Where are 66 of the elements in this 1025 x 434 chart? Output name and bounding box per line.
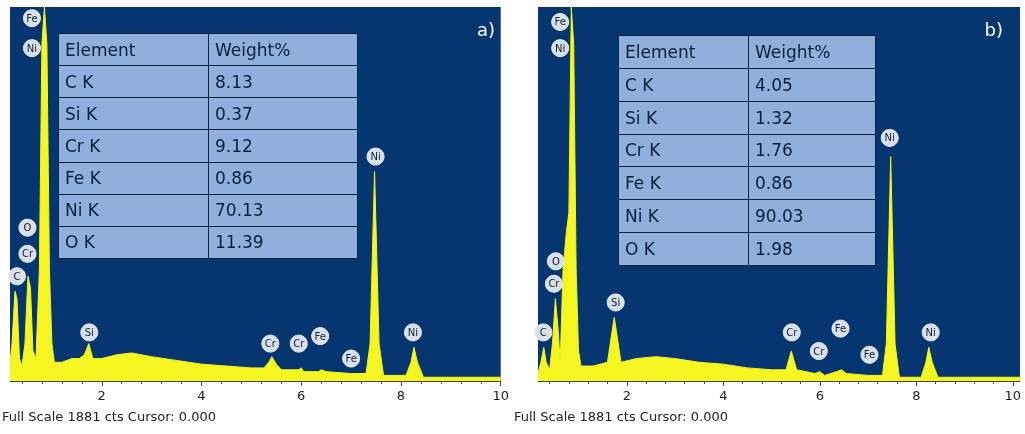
x-tick-label: 6 (297, 388, 306, 403)
annotation: Ni (26, 42, 38, 54)
annotation: Ni (407, 326, 419, 338)
annotation: Fe (345, 353, 357, 365)
annotation: Ni (884, 132, 895, 144)
annotation: Ni (925, 326, 936, 338)
annotation: Si K (618, 101, 749, 135)
annotation: Fe (554, 16, 566, 28)
annotation: Si (84, 326, 94, 338)
annotation: 8.13 (208, 65, 358, 98)
annotation: 0.86 (208, 162, 358, 195)
annotation: 1.32 (748, 101, 876, 135)
annotation: Cr (548, 278, 561, 290)
annotation: Element (58, 33, 209, 66)
annotation: Fe (314, 330, 326, 342)
text: a) (476, 18, 496, 40)
annotation: 11.39 (208, 226, 358, 259)
annotation: Ni K (618, 199, 749, 233)
annotation: C (539, 326, 547, 338)
x-tick-label: 8 (912, 388, 921, 403)
annotation: C (13, 270, 21, 282)
annotation: Cr (293, 338, 306, 350)
annotation: Cr (21, 248, 34, 260)
annotation: Weight% (748, 35, 876, 69)
x-tick-label: 10 (1004, 388, 1022, 403)
x-tick-label: 6 (815, 388, 824, 403)
annotation: Cr K (618, 134, 749, 167)
annotation: O (551, 255, 560, 267)
annotation: Si (611, 296, 621, 308)
text: Full Scale 1881 cts Cursor: 0.000 (514, 409, 729, 424)
annotation: Ni K (58, 194, 209, 227)
text: Full Scale 1881 cts Cursor: 0.000 (2, 409, 217, 424)
x-tick-label: 4 (197, 388, 206, 403)
x-tick-label: 10 (492, 388, 509, 403)
annotation: Cr K (58, 129, 209, 163)
text: b) (984, 18, 1003, 40)
annotation: Element (618, 35, 749, 69)
annotation: Fe (863, 349, 876, 361)
annotation: O K (58, 226, 209, 259)
annotation: O (23, 222, 32, 234)
x-tick-label: 2 (622, 388, 631, 403)
annotation: Fe (26, 12, 38, 24)
annotation: O K (618, 232, 749, 266)
annotation: 90.03 (748, 199, 876, 233)
annotation: Fe K (58, 162, 209, 195)
annotation: Cr (813, 345, 826, 357)
annotation: Ni (370, 151, 381, 163)
annotation: Cr (264, 338, 277, 350)
annotation: C K (618, 68, 749, 102)
annotation: 9.12 (208, 129, 358, 163)
annotation: 4.05 (748, 68, 876, 102)
annotation: 70.13 (208, 194, 358, 227)
annotation: Si K (58, 97, 209, 130)
x-tick-label: 4 (719, 388, 728, 403)
annotation: Fe (834, 323, 847, 335)
annotation: Cr (786, 326, 799, 338)
x-tick-label: 2 (97, 388, 106, 403)
annotation: 1.76 (748, 134, 876, 167)
annotation: 0.86 (748, 166, 876, 200)
annotation: Ni (555, 42, 566, 54)
annotation: Weight% (208, 33, 358, 66)
x-tick-label: 8 (396, 388, 406, 403)
annotation: 0.37 (208, 97, 358, 130)
annotation: C K (58, 65, 209, 98)
annotation: Fe K (618, 166, 749, 200)
annotation: 1.98 (748, 232, 876, 266)
